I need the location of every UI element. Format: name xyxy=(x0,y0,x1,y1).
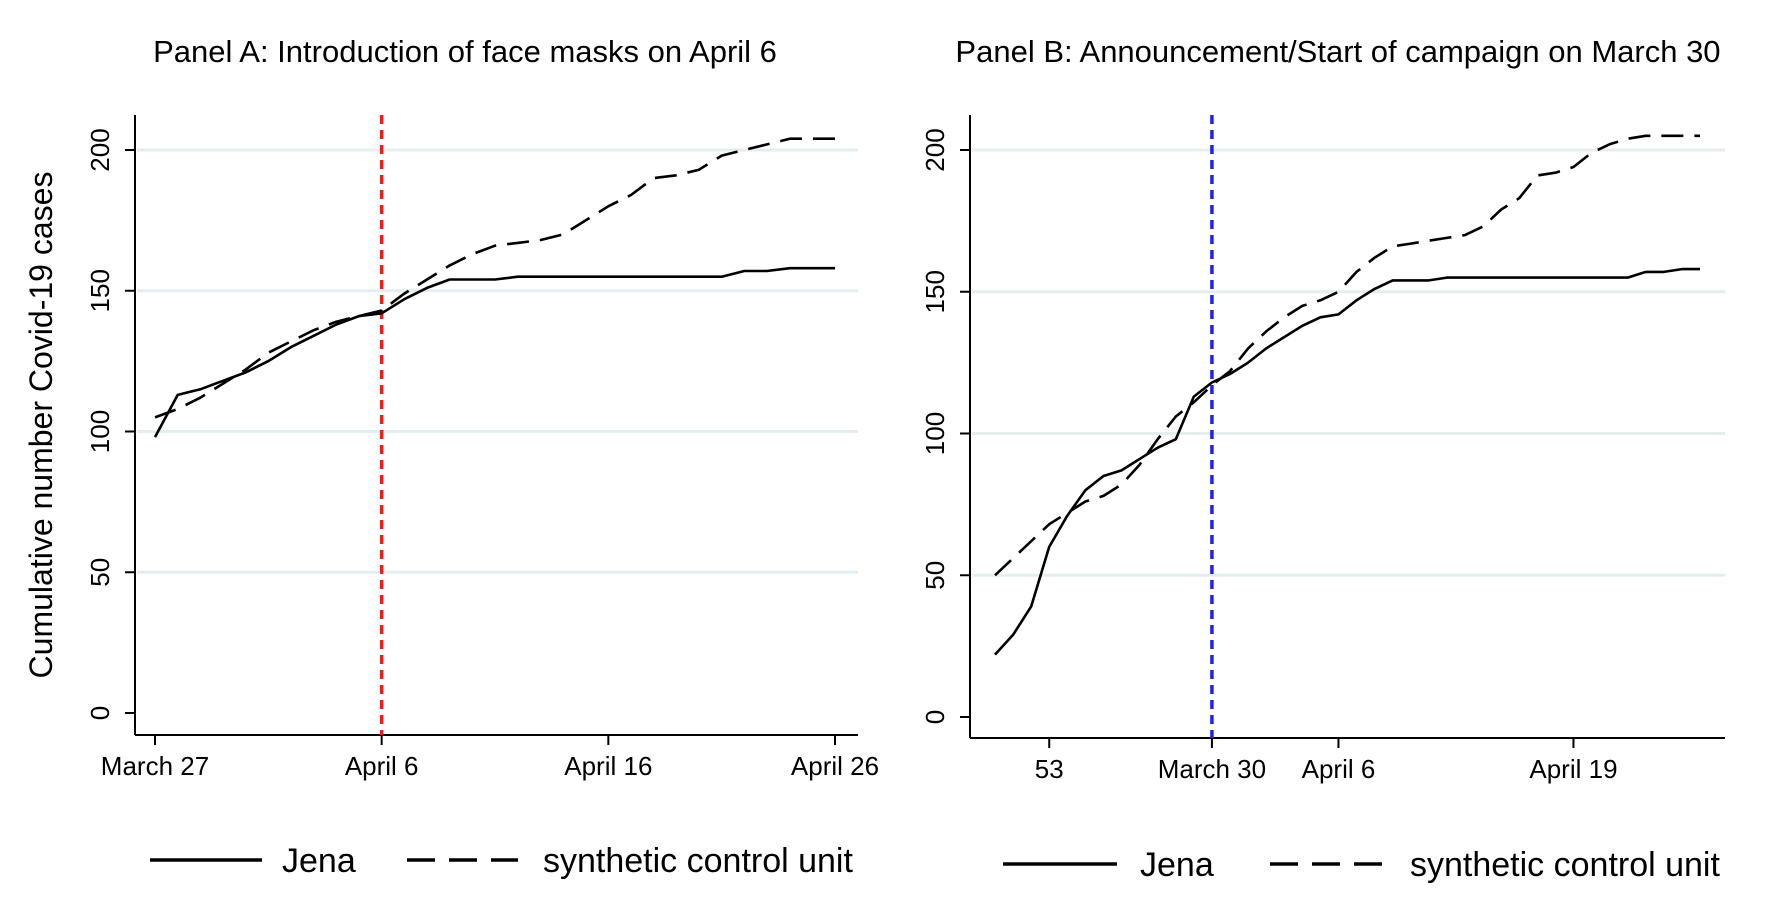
series-line-synthetic-control xyxy=(994,134,1700,577)
panel-a-series xyxy=(153,137,835,438)
y-tick-label: 150 xyxy=(85,269,115,312)
x-tick-label: April 6 xyxy=(1302,754,1376,784)
panel-b-legend-label-synthetic: synthetic control unit xyxy=(1410,846,1720,884)
panel-a-legend-label-jena: Jena xyxy=(282,842,356,880)
panel-b-legend-label-jena: Jena xyxy=(1140,846,1214,884)
panel-b-series xyxy=(994,134,1700,656)
panel-b-title: Panel B: Announcement/Start of campaign … xyxy=(955,34,1720,69)
y-tick-label: 0 xyxy=(85,706,115,720)
y-tick-label: 50 xyxy=(85,558,115,587)
y-tick-label: 0 xyxy=(920,710,950,724)
panel-b-legend: Jena synthetic control unit xyxy=(1003,846,1720,884)
panel-a-legend: Jena synthetic control unit xyxy=(150,842,853,880)
panel-b: Panel B: Announcement/Start of campaign … xyxy=(920,34,1725,884)
panel-a-y-axis-label: Cumulative number Covid-19 cases xyxy=(23,172,59,679)
panel-b-x-ticks: 53 March 30 April 6 April 19 xyxy=(1035,738,1618,784)
panel-a: Panel A: Introduction of face masks on A… xyxy=(23,34,879,880)
x-tick-label: March 30 xyxy=(1158,754,1266,784)
series-line-synthetic-control xyxy=(154,137,835,419)
panel-a-gridlines xyxy=(137,148,858,574)
y-tick-label: 150 xyxy=(920,270,950,313)
x-tick-label: March 27 xyxy=(101,751,209,781)
y-tick-label: 50 xyxy=(920,561,950,590)
panel-a-title: Panel A: Introduction of face masks on A… xyxy=(153,34,777,69)
series-line-jena xyxy=(994,267,1700,656)
x-tick-label: April 26 xyxy=(791,751,879,781)
panel-a-x-ticks: March 27 April 6 April 16 April 26 xyxy=(101,735,879,781)
x-tick-label: 53 xyxy=(1035,754,1064,784)
panel-b-gridlines xyxy=(972,148,1725,577)
x-tick-label: April 16 xyxy=(564,751,652,781)
x-tick-label: April 6 xyxy=(345,751,419,781)
series-line-jena xyxy=(153,266,835,438)
panel-a-legend-label-synthetic: synthetic control unit xyxy=(543,842,853,880)
y-tick-label: 100 xyxy=(85,410,115,453)
y-tick-label: 200 xyxy=(920,128,950,171)
x-tick-label: April 19 xyxy=(1529,754,1617,784)
y-tick-label: 200 xyxy=(85,128,115,171)
panel-b-y-ticks: 0 50 100 150 200 xyxy=(920,128,970,724)
panel-a-y-ticks: 0 50 100 150 200 xyxy=(85,128,135,720)
y-tick-label: 100 xyxy=(920,412,950,455)
